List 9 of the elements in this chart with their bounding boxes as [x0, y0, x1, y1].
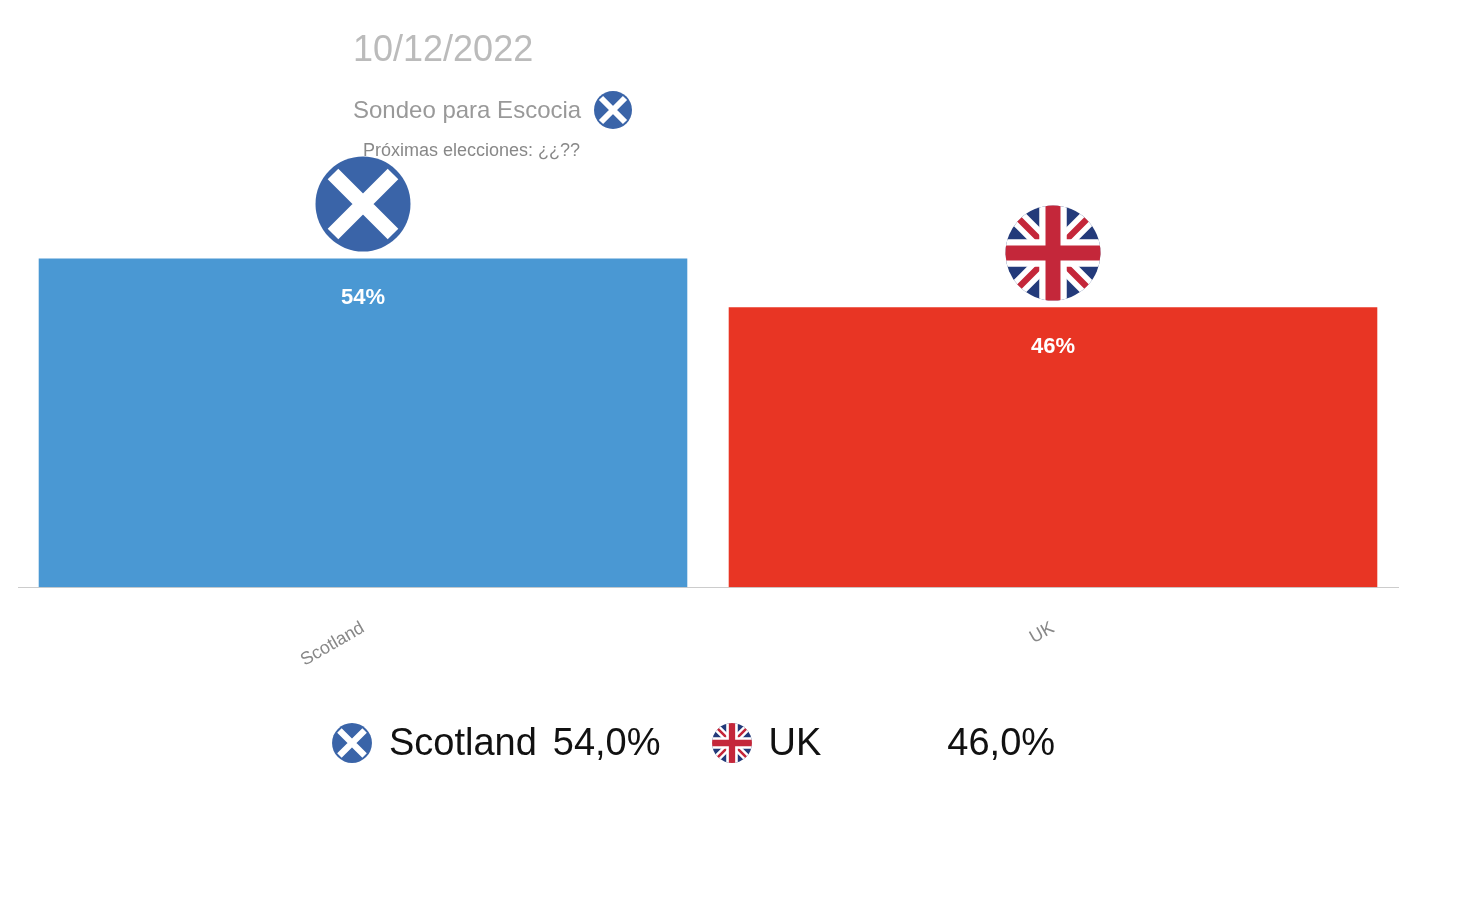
data-label: 46% — [1030, 333, 1076, 359]
chart-subtitle: Sondeo para Escocia — [353, 96, 582, 124]
text: Próximas elecciones: ¿¿?? — [363, 140, 582, 161]
data-label: 54% — [340, 284, 386, 310]
category-label: Scotland — [388, 721, 537, 763]
text: 54,0% — [552, 721, 661, 764]
category-label: UK — [768, 721, 822, 763]
text: 46,0% — [947, 721, 1056, 764]
chart-title: 10/12/2022 — [353, 28, 535, 70]
